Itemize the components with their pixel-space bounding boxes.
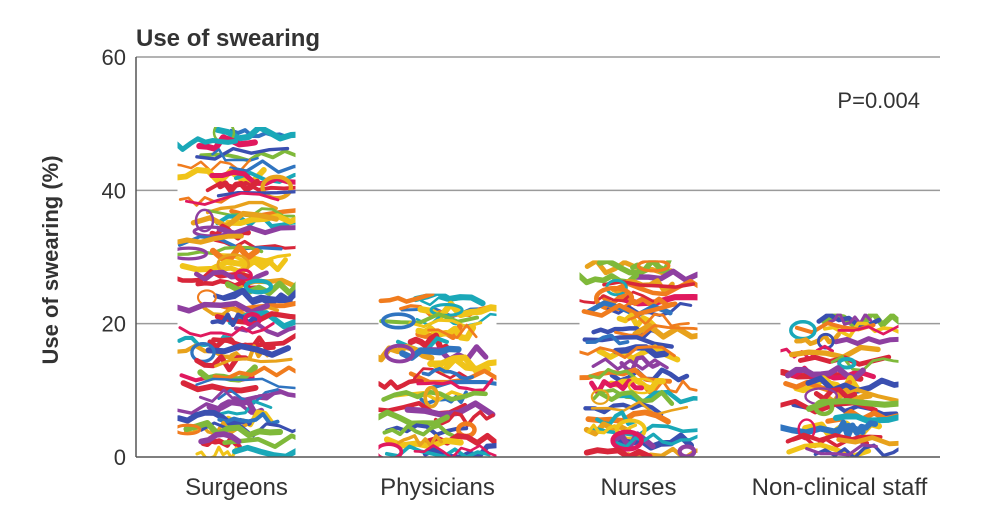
y-tick-label: 40 xyxy=(102,178,126,203)
bar-surgeons xyxy=(177,127,296,457)
y-tick-label: 20 xyxy=(102,312,126,337)
category-label: Surgeons xyxy=(185,474,288,501)
bars xyxy=(177,127,899,458)
y-tick-labels: 0 20 40 60 xyxy=(102,45,126,470)
category-label: Non-clinical staff xyxy=(752,474,928,501)
chart-title: Use of swearing xyxy=(136,25,320,52)
y-axis-label: Use of swearing (%) xyxy=(38,155,63,364)
p-value-annotation: P=0.004 xyxy=(837,88,920,113)
category-label: Nurses xyxy=(600,474,676,501)
bar-non-clinical-staff xyxy=(780,313,899,457)
category-label: Physicians xyxy=(380,474,495,501)
y-tick-label: 60 xyxy=(102,45,126,70)
bar-physicians xyxy=(378,293,497,457)
category-labels: Surgeons Physicians Nurses Non-clinical sta… xyxy=(185,474,928,501)
bar-nurses xyxy=(579,260,698,458)
y-tick-label: 0 xyxy=(114,445,126,470)
